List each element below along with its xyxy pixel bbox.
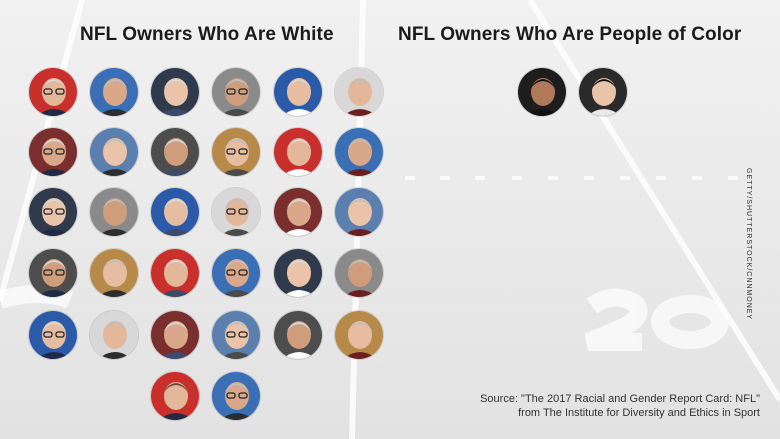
owner-portrait [273,187,323,237]
source-line-1: Source: "The 2017 Racial and Gender Repo… [480,393,760,405]
owner-portrait [89,127,139,177]
owner-portrait [273,310,323,360]
owner-portrait [150,371,200,421]
owner-portrait [211,67,261,117]
owner-portrait [211,187,261,237]
owner-portrait [273,67,323,117]
owner-portrait [89,310,139,360]
owner-portrait [211,310,261,360]
owner-portrait [28,67,78,117]
people-of-color-owners-heading: NFL Owners Who Are People of Color [398,24,742,45]
owner-portrait [517,67,567,117]
owner-portrait [334,67,384,117]
owner-portrait [150,67,200,117]
owner-portrait [211,248,261,298]
owner-portrait [211,127,261,177]
owner-portrait [334,310,384,360]
owner-portrait [578,67,628,117]
white-owners-heading: NFL Owners Who Are White [80,24,334,45]
owner-portrait [28,187,78,237]
owner-portrait [273,127,323,177]
owner-portrait [89,187,139,237]
owner-portrait [211,371,261,421]
source-note: Source: "The 2017 Racial and Gender Repo… [430,392,760,420]
owner-portrait [89,248,139,298]
owner-portrait [28,248,78,298]
owner-portrait [150,187,200,237]
owner-portrait [334,248,384,298]
owner-portrait [89,67,139,117]
owner-portrait [150,310,200,360]
owner-portrait [28,310,78,360]
owner-portrait [334,187,384,237]
owner-portrait [273,248,323,298]
source-line-2: from The Institute for Diversity and Eth… [518,407,760,419]
owner-portrait [150,248,200,298]
owner-portrait [150,127,200,177]
photo-credit: GETTY/SHUTTERSTOCK/CNNMONEY [745,168,752,321]
owner-portrait [28,127,78,177]
owner-portrait [334,127,384,177]
